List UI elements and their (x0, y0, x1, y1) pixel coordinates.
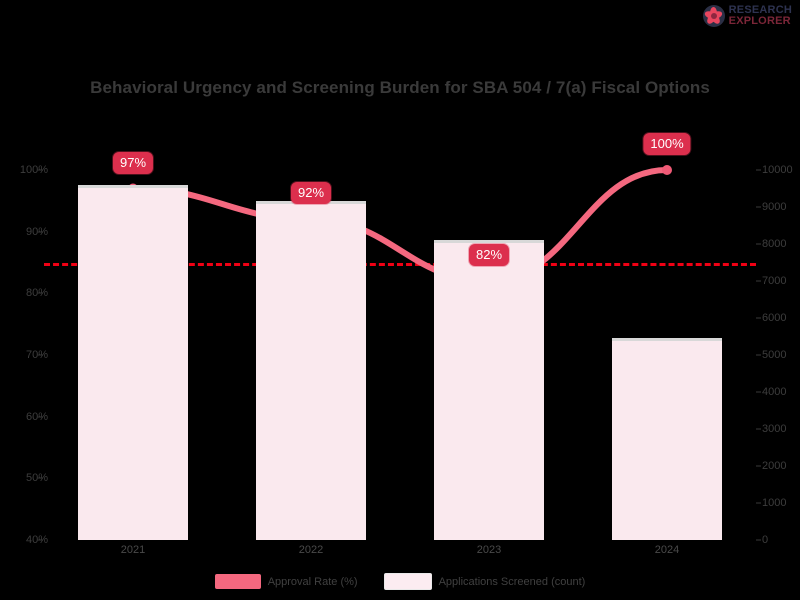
data-label-2024: 100% (643, 133, 691, 155)
y-axis-right-tick-5: 5000 (762, 349, 787, 361)
y-axis-right-tick-6: 4000 (762, 386, 787, 398)
brand-logo-line1: RESEARCH (728, 4, 792, 16)
y-axis-left-tick-2: 80% (25, 287, 48, 300)
y-axis-right-tick-2: 8000 (762, 238, 787, 250)
legend-item-line-label: Approval Rate (%) (267, 575, 358, 588)
y-axis-right-tick-0: 10000 (762, 164, 793, 176)
y-axis-left-tickmark-0 (38, 169, 43, 171)
y-axis-right-tickmark-9 (756, 502, 761, 504)
y-axis-left-tick-1: 90% (25, 225, 48, 238)
brand-logo: RESEARCH EXPLORER (702, 4, 792, 28)
y-axis-left-tickmark-4 (38, 416, 43, 418)
line-swatch (214, 574, 261, 589)
legend-item-bar[interactable]: Applications Screened (count) (383, 573, 586, 590)
brand-logo-text: RESEARCH EXPLORER (728, 4, 792, 28)
y-axis-left-tickmark-1 (38, 231, 43, 233)
y-axis-left-tick-5: 50% (25, 472, 48, 485)
y-axis-right-tickmark-6 (756, 391, 761, 393)
y-axis-right-tick-4: 6000 (762, 312, 787, 324)
y-axis-right-tickmark-5 (756, 354, 761, 356)
y-axis-right-tickmark-0 (756, 169, 761, 171)
y-axis-right-tick-9: 1000 (762, 497, 787, 509)
bar-2022[interactable] (255, 201, 367, 540)
x-axis-tick-2024: 2024 (654, 544, 680, 556)
y-axis-left-tickmark-5 (38, 477, 43, 479)
y-axis-right-tickmark-10 (756, 539, 761, 541)
y-axis-right-tick-1: 9000 (762, 201, 787, 213)
data-label-2023: 82% (468, 244, 510, 266)
legend-item-bar-label: Applications Screened (count) (438, 575, 586, 588)
bar-2023[interactable] (433, 240, 545, 540)
data-label-2021: 97% (112, 151, 154, 174)
y-axis-right-tickmark-1 (756, 206, 761, 208)
bar-swatch (383, 573, 432, 590)
chart-title: Behavioral Urgency and Screening Burden … (90, 78, 710, 97)
legend-item-line[interactable]: Approval Rate (%) (214, 574, 358, 589)
y-axis-left-tick-0: 100% (19, 164, 48, 176)
y-axis-right-tick-3: 7000 (762, 275, 787, 287)
y-axis-left-tickmark-3 (38, 354, 43, 356)
x-axis-tick-2023: 2023 (476, 544, 502, 556)
y-axis-right-tick-8: 2000 (762, 460, 787, 472)
y-axis-right-tick-7: 3000 (762, 423, 787, 435)
line-series-path (130, 167, 670, 285)
y-axis-right-tickmark-2 (756, 243, 761, 245)
brand-logo-line2: EXPLORER (728, 15, 791, 28)
y-axis-right-tickmark-4 (756, 317, 761, 319)
flower-circle-icon (702, 5, 725, 28)
reference-line (44, 262, 756, 266)
y-axis-left-tick-3: 70% (25, 349, 48, 361)
y-axis-left-tick-4: 60% (25, 410, 48, 423)
plot-area: 97% 92% 82% 100% (44, 133, 756, 540)
x-axis-tick-2021: 2021 (120, 544, 146, 556)
bar-2021[interactable] (77, 184, 189, 540)
line-point-2024[interactable] (662, 165, 672, 175)
y-axis-right-tickmark-3 (756, 280, 761, 282)
chart-legend: Approval Rate (%) Applications Screened … (0, 573, 800, 590)
y-axis-left-tickmark-2 (38, 292, 43, 294)
y-axis-right-tickmark-7 (756, 428, 761, 430)
data-label-2022: 92% (290, 182, 332, 205)
y-axis-right-tickmark-8 (756, 465, 761, 467)
y-axis-right-tick-10: 0 (762, 534, 769, 546)
x-axis-tick-2022: 2022 (298, 544, 324, 556)
bar-2024[interactable] (611, 338, 723, 540)
y-axis-left-tick-6: 40% (25, 534, 48, 546)
y-axis-left-tickmark-6 (38, 539, 43, 541)
